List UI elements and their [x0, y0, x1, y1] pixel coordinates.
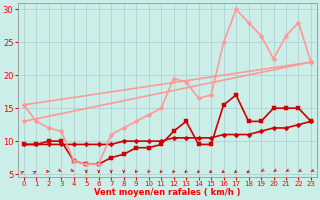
X-axis label: Vent moyen/en rafales ( km/h ): Vent moyen/en rafales ( km/h ) [94, 188, 241, 197]
